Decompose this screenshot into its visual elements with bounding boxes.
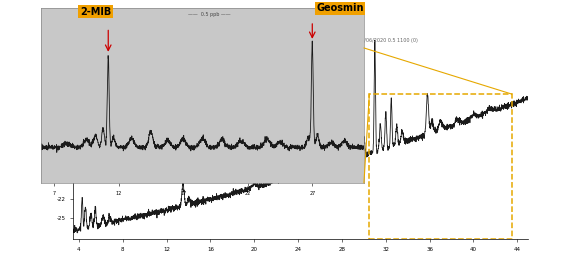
Text: ——  0.5 ppb ——: —— 0.5 ppb —— <box>188 12 230 17</box>
Text: 2-MIB: 2-MIB <box>80 6 111 17</box>
Text: Geosmin: Geosmin <box>316 3 364 13</box>
Text: 10/06/2020 0.5 1100 (0): 10/06/2020 0.5 1100 (0) <box>357 38 417 44</box>
Bar <box>369 94 512 239</box>
